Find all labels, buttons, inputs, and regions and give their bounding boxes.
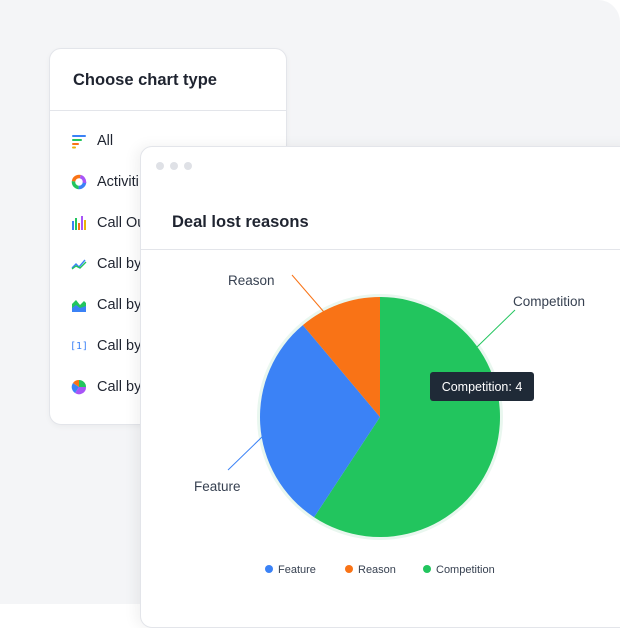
divider <box>141 249 620 250</box>
chart-type-label: Call by <box>97 297 142 313</box>
pie-slice-reason[interactable] <box>302 297 380 417</box>
area-chart-icon <box>71 297 87 313</box>
bar-chart-icon <box>71 215 87 231</box>
chooser-title: Choose chart type <box>73 71 217 89</box>
chart-type-label: Call by <box>97 338 142 354</box>
chart-type-label: Call by <box>97 256 142 272</box>
slice-label: Feature <box>194 479 241 494</box>
pie-chart: Competition Feature Reason Feature Reason Com… <box>194 273 585 576</box>
window-dot <box>184 162 192 170</box>
chart-type-item-call-by-line[interactable]: Call by <box>71 253 141 275</box>
list-bars-icon <box>71 133 87 149</box>
slice-label-leader <box>291 274 331 320</box>
chart-type-item-call-by-number[interactable]: [1] Call by <box>69 335 142 357</box>
pie-slice-competition[interactable] <box>314 297 500 537</box>
legend-label[interactable]: Reason <box>358 564 396 576</box>
slice-label-leader <box>227 435 264 471</box>
chart-type-item-call-outcome[interactable]: Call Ou <box>71 212 145 234</box>
chart-tooltip: Competition: 4 <box>430 372 534 401</box>
slice-label: Competition <box>513 294 585 309</box>
legend-label[interactable]: Feature <box>278 564 316 576</box>
pie-icon <box>71 379 87 395</box>
chart-type-label: Activiti <box>97 174 139 190</box>
donut-icon <box>71 174 87 190</box>
legend-swatch <box>345 565 353 573</box>
pie-slice-feature[interactable] <box>259 325 380 518</box>
chart-type-item-call-by-pie[interactable]: Call by <box>71 376 141 398</box>
card-title: Deal lost reasons <box>172 213 309 231</box>
chart-type-item-all[interactable]: All <box>71 130 113 152</box>
window-dot <box>156 162 164 170</box>
slice-label-leader <box>476 309 516 348</box>
chart-type-item-call-by-area[interactable]: Call by <box>71 294 141 316</box>
chart-type-label: Call Ou <box>97 215 146 231</box>
window-dot <box>170 162 178 170</box>
number-icon: [1] <box>69 340 89 352</box>
legend-swatch <box>265 565 273 573</box>
slice-label: Reason <box>228 273 275 288</box>
line-chart-icon <box>71 256 87 272</box>
chart-type-item-activities[interactable]: Activiti <box>71 171 139 193</box>
divider <box>50 110 286 111</box>
legend-swatch <box>423 565 431 573</box>
chart-type-label: Call by <box>97 379 142 395</box>
legend-label[interactable]: Competition <box>436 564 495 576</box>
chart-type-label: All <box>97 133 114 149</box>
